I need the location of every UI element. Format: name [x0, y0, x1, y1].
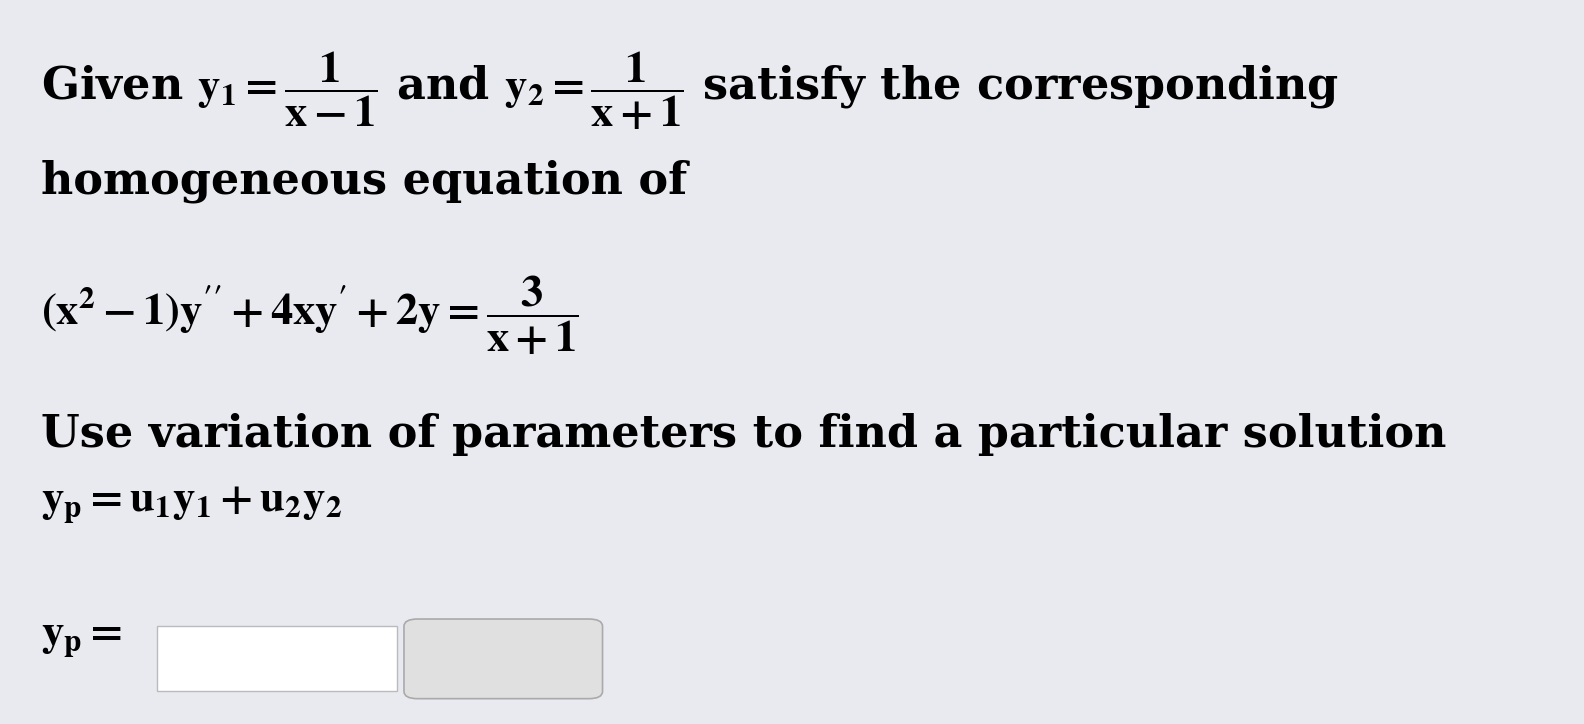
Text: Preview: Preview	[406, 637, 600, 681]
FancyBboxPatch shape	[157, 626, 398, 691]
Text: homogeneous equation of: homogeneous equation of	[41, 159, 687, 203]
Text: $y_p = u_1y_1 + u_2y_2$: $y_p = u_1y_1 + u_2y_2$	[41, 481, 342, 525]
Text: $y_p = $: $y_p = $	[41, 615, 122, 659]
Text: Use variation of parameters to find a particular solution: Use variation of parameters to find a pa…	[41, 413, 1446, 456]
Text: Given $y_1 = \dfrac{1}{x-1}$ and $y_2 = \dfrac{1}{x+1}$ satisfy the correspondin: Given $y_1 = \dfrac{1}{x-1}$ and $y_2 = …	[41, 49, 1338, 132]
FancyBboxPatch shape	[404, 619, 602, 699]
Text: $(x^2 - 1)y^{\prime\prime} + 4xy^{\prime} + 2y = \dfrac{3}{x+1}$: $(x^2 - 1)y^{\prime\prime} + 4xy^{\prime…	[41, 273, 580, 357]
